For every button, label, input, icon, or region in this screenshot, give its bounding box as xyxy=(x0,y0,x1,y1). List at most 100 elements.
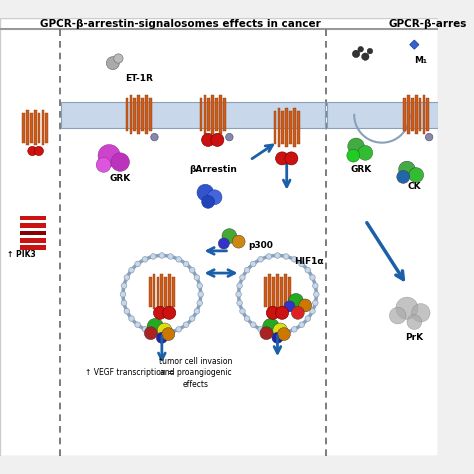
Circle shape xyxy=(266,306,279,319)
Circle shape xyxy=(289,293,303,308)
Circle shape xyxy=(266,254,272,259)
Text: GPCR-β-arres: GPCR-β-arres xyxy=(389,19,467,29)
Circle shape xyxy=(142,256,148,262)
Circle shape xyxy=(362,53,369,60)
Bar xyxy=(145,95,148,134)
Circle shape xyxy=(124,275,129,280)
Circle shape xyxy=(310,275,315,280)
Text: CK: CK xyxy=(408,182,421,191)
Bar xyxy=(289,111,292,145)
Circle shape xyxy=(190,267,195,273)
Circle shape xyxy=(240,275,245,280)
Circle shape xyxy=(283,329,289,335)
Bar xyxy=(288,277,291,307)
Circle shape xyxy=(129,316,134,321)
Circle shape xyxy=(124,309,129,314)
Bar xyxy=(141,99,144,131)
Circle shape xyxy=(260,327,273,340)
Bar xyxy=(415,95,418,134)
Circle shape xyxy=(226,133,233,141)
Circle shape xyxy=(207,190,222,205)
Text: p300: p300 xyxy=(248,241,273,250)
Bar xyxy=(419,99,421,131)
Circle shape xyxy=(313,292,319,297)
Circle shape xyxy=(275,306,289,319)
Circle shape xyxy=(150,254,156,259)
Circle shape xyxy=(358,146,373,160)
Circle shape xyxy=(299,261,304,267)
Bar xyxy=(126,99,128,131)
Circle shape xyxy=(244,267,250,273)
Circle shape xyxy=(273,323,288,338)
Text: GPCR-β-arrestin-signalosomes effects in cancer: GPCR-β-arrestin-signalosomes effects in … xyxy=(40,19,321,29)
Circle shape xyxy=(168,254,173,259)
Bar xyxy=(293,109,296,147)
Bar xyxy=(264,277,267,307)
Bar xyxy=(403,99,406,131)
Text: ET-1R: ET-1R xyxy=(125,74,153,83)
Circle shape xyxy=(96,157,111,172)
Circle shape xyxy=(250,322,256,328)
Circle shape xyxy=(159,253,164,258)
Circle shape xyxy=(275,152,289,165)
Circle shape xyxy=(275,253,280,258)
Circle shape xyxy=(358,46,364,52)
Circle shape xyxy=(201,133,215,146)
Circle shape xyxy=(129,267,134,273)
Circle shape xyxy=(292,256,297,262)
Circle shape xyxy=(198,292,203,297)
Bar xyxy=(156,277,159,307)
Bar xyxy=(129,95,132,134)
Circle shape xyxy=(162,328,175,341)
Circle shape xyxy=(135,261,140,267)
Circle shape xyxy=(163,306,176,319)
Circle shape xyxy=(183,322,189,328)
Bar xyxy=(268,274,271,309)
Text: ↑ VEGF transcription =: ↑ VEGF transcription = xyxy=(85,368,174,377)
Circle shape xyxy=(292,306,304,319)
Circle shape xyxy=(305,267,310,273)
Circle shape xyxy=(98,145,120,167)
Circle shape xyxy=(305,316,310,321)
Circle shape xyxy=(190,316,195,321)
Circle shape xyxy=(292,327,297,332)
Circle shape xyxy=(159,330,164,336)
Bar xyxy=(276,274,279,309)
Text: M₁: M₁ xyxy=(414,56,427,65)
Circle shape xyxy=(283,254,289,259)
Bar xyxy=(37,113,40,143)
Circle shape xyxy=(183,261,189,267)
Circle shape xyxy=(147,319,164,335)
Bar xyxy=(61,102,325,128)
Text: HIF1α: HIF1α xyxy=(294,257,324,266)
Circle shape xyxy=(352,50,360,57)
Circle shape xyxy=(151,133,158,141)
Circle shape xyxy=(244,316,250,321)
Bar xyxy=(20,238,46,243)
Bar xyxy=(285,109,288,147)
Bar xyxy=(411,99,414,131)
Bar xyxy=(42,110,44,146)
Circle shape xyxy=(396,297,418,319)
Circle shape xyxy=(168,329,173,335)
Bar xyxy=(22,113,25,143)
Circle shape xyxy=(299,299,312,312)
Bar xyxy=(153,274,155,309)
Circle shape xyxy=(348,138,365,155)
Circle shape xyxy=(397,171,410,183)
Bar xyxy=(407,95,410,134)
Bar xyxy=(278,109,280,147)
Bar xyxy=(297,111,300,145)
Bar xyxy=(219,95,222,134)
Circle shape xyxy=(194,275,200,280)
Bar xyxy=(20,216,46,220)
Circle shape xyxy=(312,300,318,306)
Bar xyxy=(203,95,206,134)
Circle shape xyxy=(211,133,224,146)
Text: GRK: GRK xyxy=(350,165,371,174)
Circle shape xyxy=(142,327,148,332)
Circle shape xyxy=(154,306,166,319)
Circle shape xyxy=(285,152,298,165)
Bar xyxy=(20,230,46,235)
Circle shape xyxy=(121,300,127,306)
